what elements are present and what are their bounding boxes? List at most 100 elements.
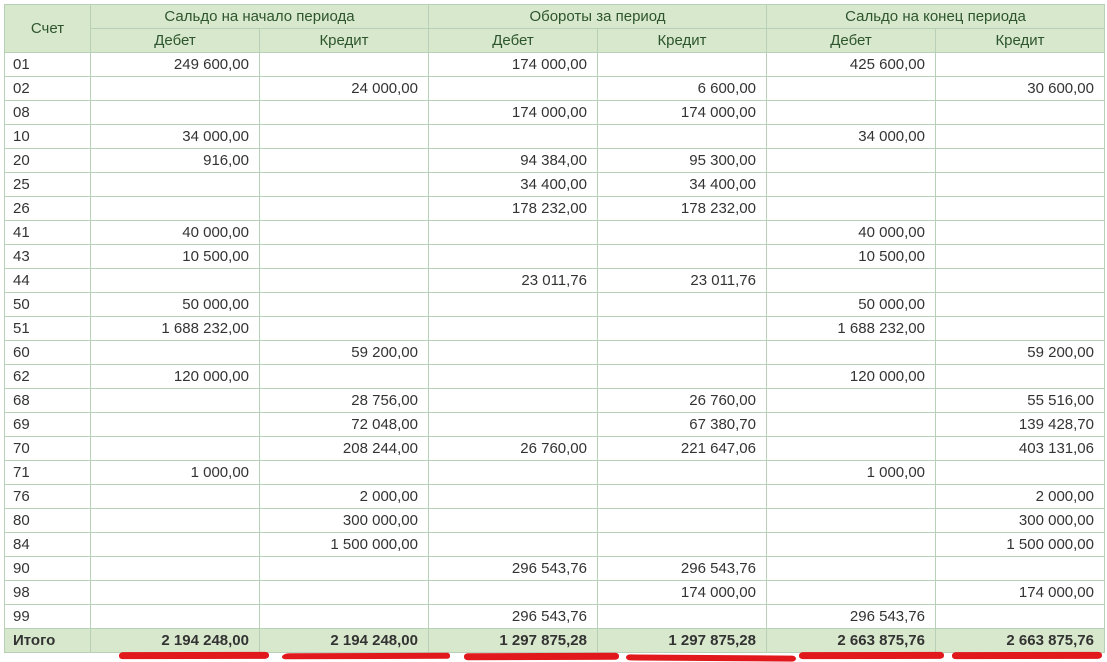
table-row: 6059 200,0059 200,00 bbox=[5, 341, 1105, 365]
cell-account: 20 bbox=[5, 149, 91, 173]
cell-value bbox=[936, 149, 1105, 173]
table-row: 6972 048,0067 380,70139 428,70 bbox=[5, 413, 1105, 437]
cell-value: 178 232,00 bbox=[429, 197, 598, 221]
cell-value bbox=[598, 245, 767, 269]
cell-value bbox=[936, 173, 1105, 197]
table-header: Счет Сальдо на начало периода Обороты за… bbox=[5, 5, 1105, 53]
cell-value: 6 600,00 bbox=[598, 77, 767, 101]
cell-value: 296 543,76 bbox=[598, 557, 767, 581]
cell-value bbox=[936, 221, 1105, 245]
table-row: 4310 500,0010 500,00 bbox=[5, 245, 1105, 269]
table-row: 5050 000,0050 000,00 bbox=[5, 293, 1105, 317]
cell-value: 916,00 bbox=[91, 149, 260, 173]
table-row: 1034 000,0034 000,00 bbox=[5, 125, 1105, 149]
header-account: Счет bbox=[5, 5, 91, 53]
cell-value bbox=[429, 245, 598, 269]
cell-value bbox=[598, 509, 767, 533]
cell-value bbox=[260, 269, 429, 293]
cell-value: 72 048,00 bbox=[260, 413, 429, 437]
cell-value bbox=[598, 485, 767, 509]
annotation-underline bbox=[464, 653, 619, 660]
header-sub-debit-2: Дебет bbox=[429, 29, 598, 53]
header-sub-credit-2: Кредит bbox=[598, 29, 767, 53]
cell-value bbox=[91, 269, 260, 293]
table-row: 84 1 500 000,00 1 500 000,00 bbox=[5, 533, 1105, 557]
table-row: 26178 232,00178 232,00 bbox=[5, 197, 1105, 221]
header-sub-credit-1: Кредит bbox=[260, 29, 429, 53]
cell-value bbox=[429, 341, 598, 365]
cell-value bbox=[598, 53, 767, 77]
total-value: 2 194 248,00 bbox=[91, 629, 260, 653]
header-group-turnover: Обороты за период bbox=[429, 5, 767, 29]
table-row-total: Итого2 194 248,002 194 248,001 297 875,2… bbox=[5, 629, 1105, 653]
cell-value: 120 000,00 bbox=[767, 365, 936, 389]
annotation-underline bbox=[626, 654, 796, 661]
table-row: 01249 600,00174 000,00425 600,00 bbox=[5, 53, 1105, 77]
cell-value: 174 000,00 bbox=[429, 53, 598, 77]
cell-value: 24 000,00 bbox=[260, 77, 429, 101]
cell-value bbox=[260, 245, 429, 269]
header-group-opening: Сальдо на начало периода bbox=[91, 5, 429, 29]
cell-value: 26 760,00 bbox=[429, 437, 598, 461]
table-row: 98174 000,00174 000,00 bbox=[5, 581, 1105, 605]
cell-value bbox=[260, 197, 429, 221]
cell-value: 208 244,00 bbox=[260, 437, 429, 461]
cell-value: 2 000,00 bbox=[936, 485, 1105, 509]
balance-table-wrap: Счет Сальдо на начало периода Обороты за… bbox=[4, 4, 1103, 653]
cell-account: 02 bbox=[5, 77, 91, 101]
cell-account: 50 bbox=[5, 293, 91, 317]
balance-table: Счет Сальдо на начало периода Обороты за… bbox=[4, 4, 1105, 653]
cell-value bbox=[260, 317, 429, 341]
cell-account: 60 bbox=[5, 341, 91, 365]
cell-account: 84 bbox=[5, 533, 91, 557]
cell-value: 1 500 000,00 bbox=[936, 533, 1105, 557]
cell-value bbox=[767, 173, 936, 197]
cell-value: 1 500 000,00 bbox=[260, 533, 429, 557]
cell-value bbox=[260, 461, 429, 485]
cell-value bbox=[91, 389, 260, 413]
cell-value: 2 000,00 bbox=[260, 485, 429, 509]
cell-value: 34 000,00 bbox=[767, 125, 936, 149]
cell-value: 40 000,00 bbox=[91, 221, 260, 245]
cell-value: 34 400,00 bbox=[429, 173, 598, 197]
cell-value: 50 000,00 bbox=[91, 293, 260, 317]
cell-value bbox=[767, 533, 936, 557]
cell-value: 1 000,00 bbox=[91, 461, 260, 485]
table-row: 08174 000,00174 000,00 bbox=[5, 101, 1105, 125]
cell-account: 80 bbox=[5, 509, 91, 533]
cell-value: 174 000,00 bbox=[936, 581, 1105, 605]
table-row: 6828 756,0026 760,0055 516,00 bbox=[5, 389, 1105, 413]
cell-value bbox=[936, 293, 1105, 317]
cell-value bbox=[429, 293, 598, 317]
table-row: 90296 543,76296 543,76 bbox=[5, 557, 1105, 581]
cell-value: 40 000,00 bbox=[767, 221, 936, 245]
cell-value: 296 543,76 bbox=[767, 605, 936, 629]
cell-value: 34 000,00 bbox=[91, 125, 260, 149]
cell-account: 41 bbox=[5, 221, 91, 245]
cell-value: 50 000,00 bbox=[767, 293, 936, 317]
cell-value: 139 428,70 bbox=[936, 413, 1105, 437]
cell-value: 403 131,06 bbox=[936, 437, 1105, 461]
cell-value: 10 500,00 bbox=[767, 245, 936, 269]
header-sub-credit-3: Кредит bbox=[936, 29, 1105, 53]
cell-value: 26 760,00 bbox=[598, 389, 767, 413]
cell-value bbox=[767, 437, 936, 461]
cell-value bbox=[429, 365, 598, 389]
cell-value bbox=[260, 605, 429, 629]
cell-value bbox=[429, 509, 598, 533]
cell-value bbox=[260, 365, 429, 389]
cell-account: 70 bbox=[5, 437, 91, 461]
cell-value: 178 232,00 bbox=[598, 197, 767, 221]
cell-value bbox=[91, 437, 260, 461]
cell-value bbox=[260, 101, 429, 125]
cell-value bbox=[767, 269, 936, 293]
cell-value bbox=[598, 605, 767, 629]
table-row: 4140 000,0040 000,00 bbox=[5, 221, 1105, 245]
cell-account: 25 bbox=[5, 173, 91, 197]
cell-value: 1 688 232,00 bbox=[91, 317, 260, 341]
cell-account: 71 bbox=[5, 461, 91, 485]
cell-value bbox=[429, 485, 598, 509]
cell-value bbox=[429, 581, 598, 605]
cell-value bbox=[767, 581, 936, 605]
cell-value bbox=[936, 197, 1105, 221]
